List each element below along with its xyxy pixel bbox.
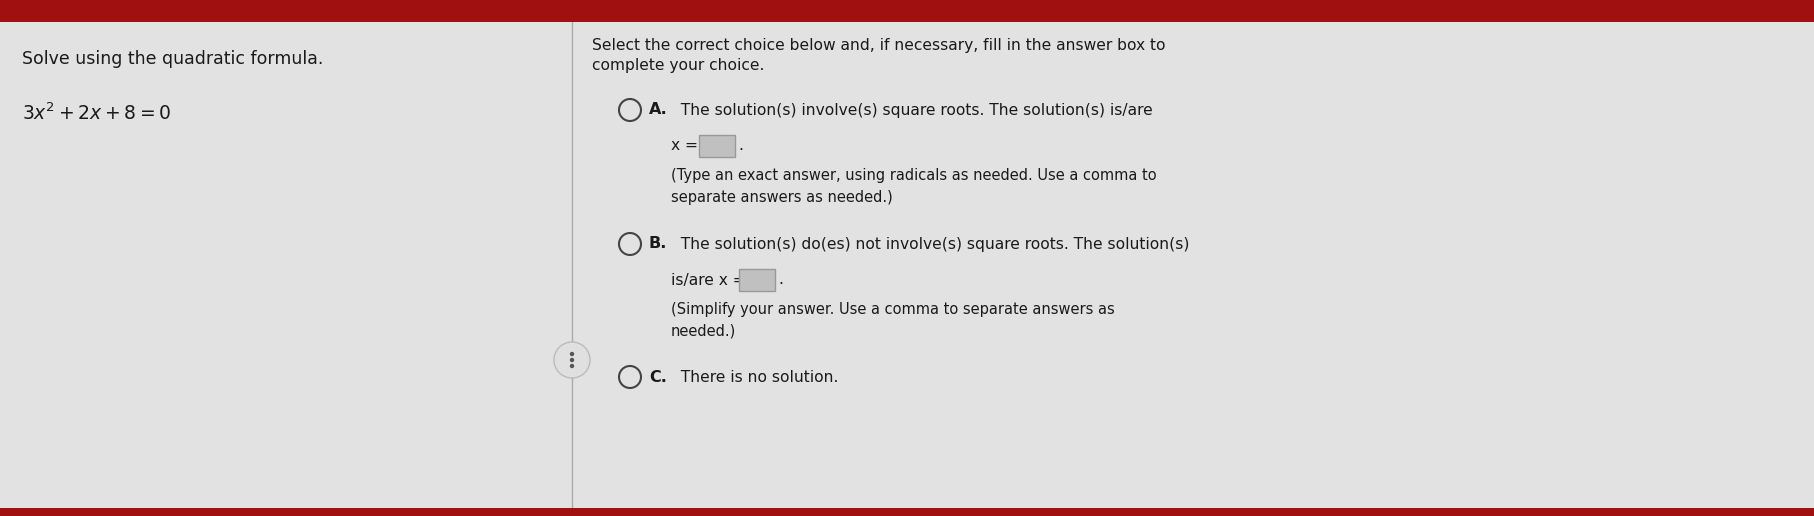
Text: .: . — [738, 138, 742, 153]
FancyBboxPatch shape — [0, 0, 1814, 22]
Text: The solution(s) involve(s) square roots. The solution(s) is/are: The solution(s) involve(s) square roots.… — [671, 103, 1152, 118]
Text: is/are x =: is/are x = — [671, 272, 746, 287]
Text: x =: x = — [671, 138, 698, 153]
Circle shape — [570, 364, 573, 368]
Text: .: . — [778, 272, 782, 287]
Text: (Type an exact answer, using radicals as needed. Use a comma to
separate answers: (Type an exact answer, using radicals as… — [671, 168, 1156, 205]
Text: Select the correct choice below and, if necessary, fill in the answer box to: Select the correct choice below and, if … — [591, 38, 1165, 53]
Text: B.: B. — [649, 236, 668, 251]
Circle shape — [570, 352, 573, 356]
Text: A.: A. — [649, 103, 668, 118]
Text: Solve using the quadratic formula.: Solve using the quadratic formula. — [22, 50, 323, 68]
FancyBboxPatch shape — [0, 508, 1814, 516]
Circle shape — [553, 342, 590, 378]
FancyBboxPatch shape — [738, 269, 775, 291]
Circle shape — [570, 358, 573, 362]
Text: The solution(s) do(es) not involve(s) square roots. The solution(s): The solution(s) do(es) not involve(s) sq… — [671, 236, 1188, 251]
Text: C.: C. — [649, 369, 666, 384]
Text: (Simplify your answer. Use a comma to separate answers as
needed.): (Simplify your answer. Use a comma to se… — [671, 302, 1114, 338]
Text: $3x^2 + 2x + 8 = 0$: $3x^2 + 2x + 8 = 0$ — [22, 102, 171, 123]
Text: There is no solution.: There is no solution. — [671, 369, 838, 384]
FancyBboxPatch shape — [698, 135, 735, 157]
Text: complete your choice.: complete your choice. — [591, 58, 764, 73]
